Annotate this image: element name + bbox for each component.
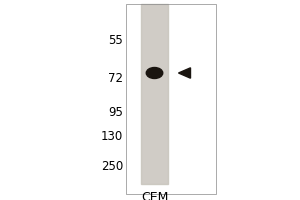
Bar [0, 0, 126, 200]
Text: 55: 55 [108, 34, 123, 47]
Ellipse shape [146, 68, 163, 78]
Bar [126, 4, 216, 194]
Text: 130: 130 [101, 130, 123, 142]
Text: 250: 250 [101, 160, 123, 172]
Bar [141, 4, 168, 184]
Text: 72: 72 [108, 72, 123, 84]
Text: 95: 95 [108, 106, 123, 119]
Text: CEM: CEM [141, 191, 168, 200]
Polygon shape [178, 68, 190, 78]
Bar [126, 4, 216, 194]
